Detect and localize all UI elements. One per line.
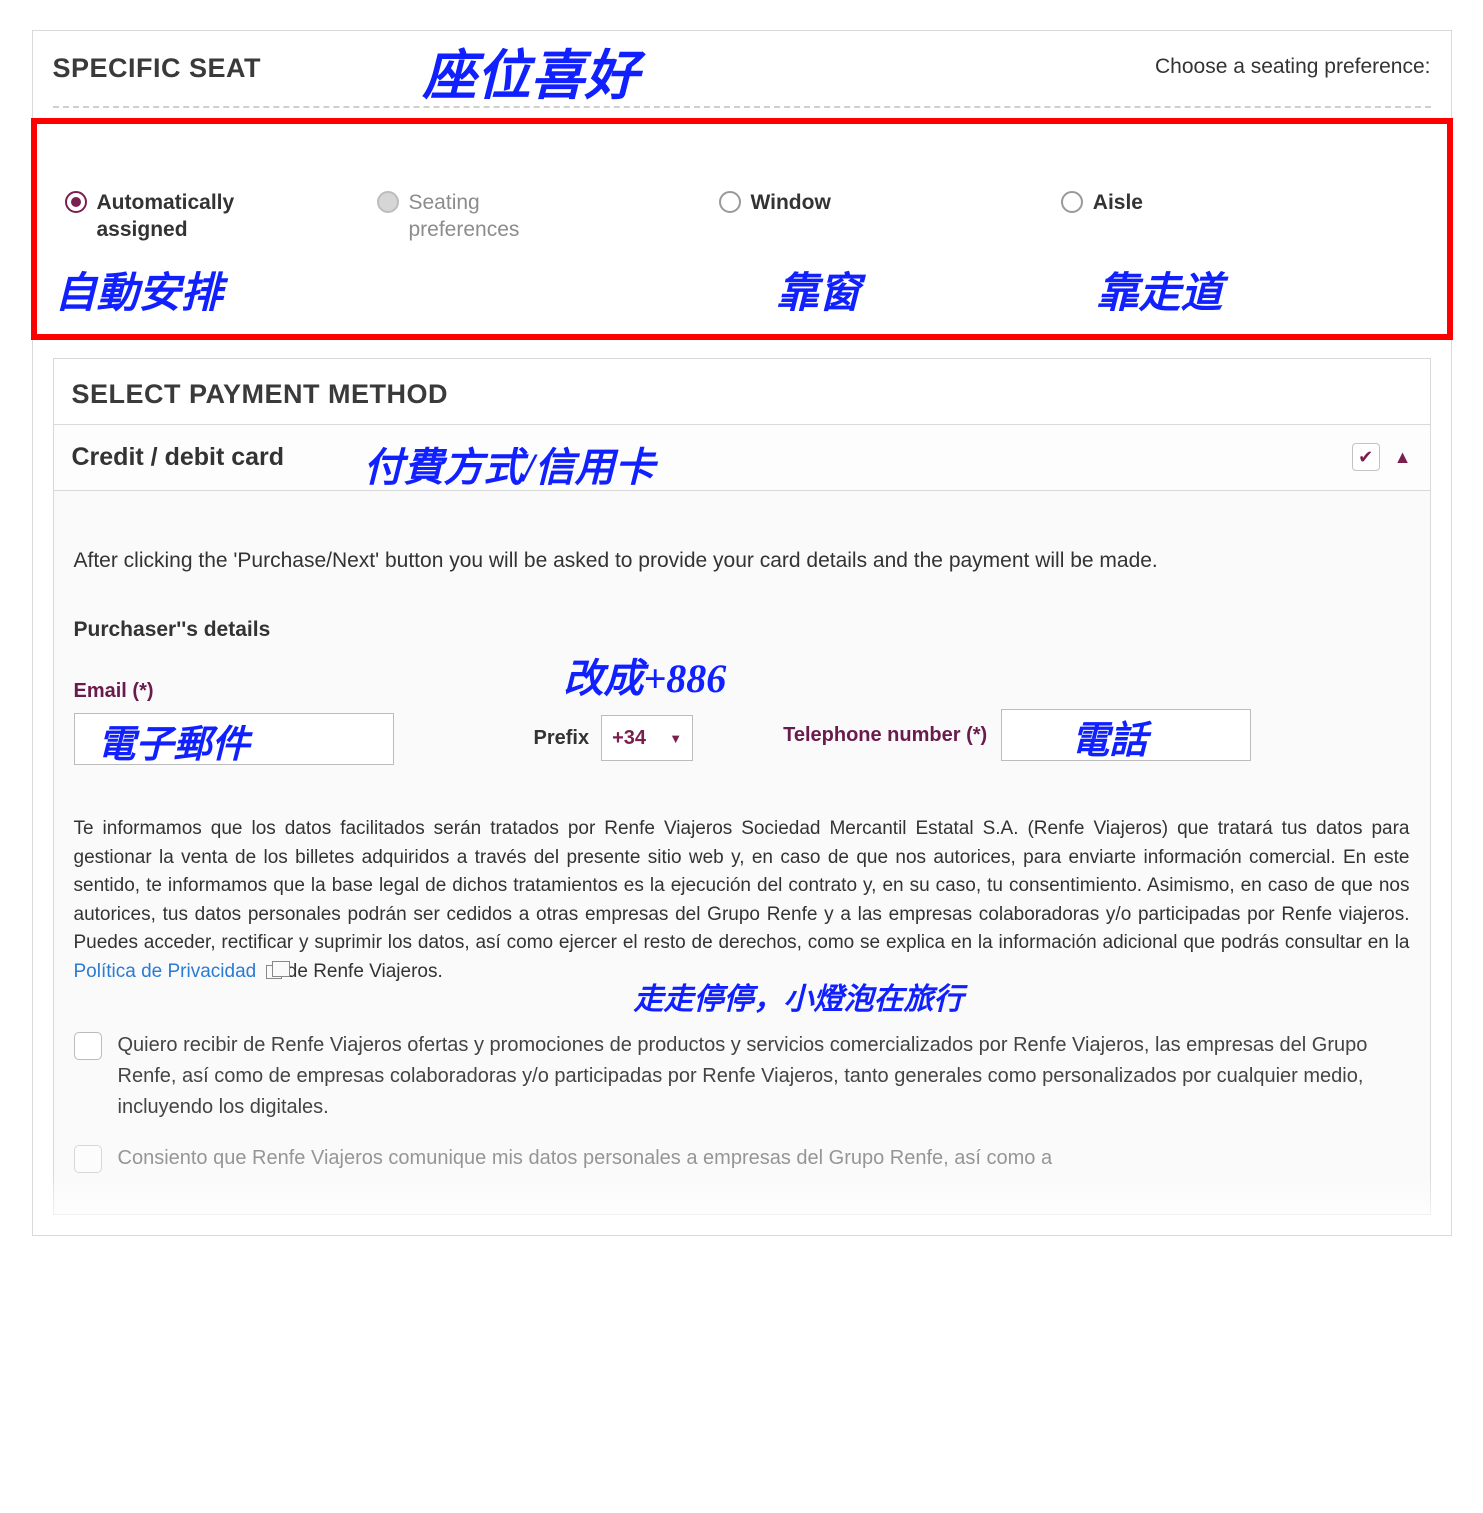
consent-row-2: Consiento que Renfe Viajeros comunique m… [74,1143,1410,1174]
credit-card-checkbox[interactable]: ✔ [1352,443,1380,471]
radio-auto-assigned[interactable]: Automatically assigned [65,189,267,244]
radio-icon [377,191,399,213]
seat-options: Automatically assigned Seating preferenc… [65,189,1419,244]
telephone-input[interactable] [1001,709,1251,761]
prefix-value: +34 [612,727,646,750]
radio-label: Automatically assigned [97,189,267,244]
annotation-seat-title: 座位喜好 [423,31,639,110]
purchaser-details-title: Purchaser''s details [74,618,1410,642]
annotation-aisle: 靠走道 [1097,259,1223,320]
credit-card-body: After clicking the 'Purchase/Next' butto… [54,491,1430,1214]
seat-options-highlight: Automatically assigned Seating preferenc… [31,118,1453,340]
radio-seating-preferences[interactable]: Seating preferences [377,189,579,244]
prefix-select[interactable]: +34 ▼ [601,715,693,761]
seat-header-row: SPECIFIC SEAT 座位喜好 Choose a seating pref… [53,31,1431,108]
purchaser-fields: 改成+886 Email (*) 電子郵件 Prefix +34 ▼ [74,680,1410,765]
collapse-icon[interactable]: ▲ [1394,447,1412,468]
prefix-label: Prefix [534,727,590,750]
annotation-payment: 付費方式/信用卡 [364,435,655,493]
annotation-auto: 自動安排 [55,259,223,320]
radio-icon [65,191,87,213]
telephone-label: Telephone number (*) [783,724,987,747]
main-frame: SPECIFIC SEAT 座位喜好 Choose a seating pref… [32,30,1452,1236]
seat-header: SPECIFIC SEAT [53,31,262,102]
radio-label: Window [751,189,831,216]
payment-info-text: After clicking the 'Purchase/Next' butto… [74,546,1410,576]
privacy-policy-link[interactable]: Política de Privacidad [74,961,257,982]
chevron-down-icon: ▼ [669,731,682,746]
legal-text: Te informamos que los datos facilitados … [74,815,1410,986]
credit-card-row[interactable]: Credit / debit card 付費方式/信用卡 ✔ ▲ [54,425,1430,491]
consent-row-1: Quiero recibir de Renfe Viajeros ofertas… [74,1030,1410,1123]
consent-checkbox-2[interactable] [74,1145,102,1173]
payment-header-row: SELECT PAYMENT METHOD [54,359,1430,425]
email-input[interactable] [74,713,394,765]
legal-body: Te informamos que los datos facilitados … [74,818,1410,953]
radio-aisle[interactable]: Aisle [1061,189,1143,216]
radio-label: Aisle [1093,189,1143,216]
telephone-block: Telephone number (*) 電話 [783,709,1251,761]
radio-window[interactable]: Window [719,189,831,216]
legal-tail: de Renfe Viajeros. [282,961,443,982]
prefix-block: Prefix +34 ▼ [534,715,694,761]
annotation-window: 靠窗 [777,259,861,320]
credit-card-label: Credit / debit card [72,443,285,472]
payment-section: SELECT PAYMENT METHOD Credit / debit car… [53,358,1431,1215]
seat-preference-label: Choose a seating preference: [1155,55,1431,79]
radio-icon [719,191,741,213]
radio-icon [1061,191,1083,213]
consent-text-1: Quiero recibir de Renfe Viajeros ofertas… [118,1030,1410,1123]
annotation-watermark: 走走停停，小燈泡在旅行 [634,977,964,1022]
consent-text-2: Consiento que Renfe Viajeros comunique m… [118,1143,1053,1174]
payment-header: SELECT PAYMENT METHOD [72,379,1412,410]
cc-right-controls: ✔ ▲ [1352,443,1412,471]
email-label: Email (*) [74,680,394,703]
annotation-prefix: 改成+886 [564,646,727,704]
email-block: Email (*) 電子郵件 [74,680,394,765]
radio-label: Seating preferences [409,189,579,244]
consent-checkbox-1[interactable] [74,1032,102,1060]
external-link-icon [266,965,282,979]
